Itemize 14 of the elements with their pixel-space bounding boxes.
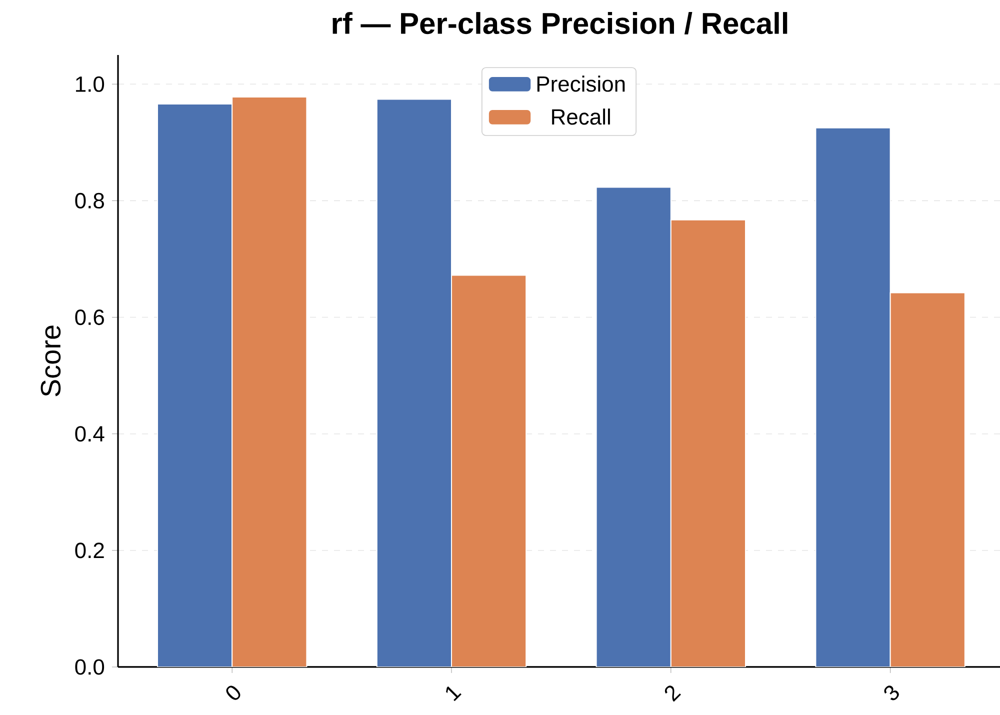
x-tick-label: 2 [664, 686, 681, 702]
x-tick-label: 3 [884, 686, 899, 700]
y-axis-title: Score [40, 326, 61, 396]
chart-title: rf — Per-class Precision / Recall [332, 12, 788, 34]
legend-label: Precision [537, 76, 625, 92]
y-tick-label: 0.4 [75, 426, 104, 442]
x-tick-label: 1 [446, 686, 462, 702]
y-tick-label: 0.0 [75, 659, 104, 675]
legend-label: Recall [552, 108, 610, 125]
y-tick-label: 0.6 [75, 310, 104, 326]
x-tick-label: 0 [226, 686, 240, 700]
y-tick-label: 0.8 [75, 192, 104, 208]
y-tick-label: 1.0 [76, 76, 104, 92]
y-tick-label: 0.2 [75, 542, 104, 558]
